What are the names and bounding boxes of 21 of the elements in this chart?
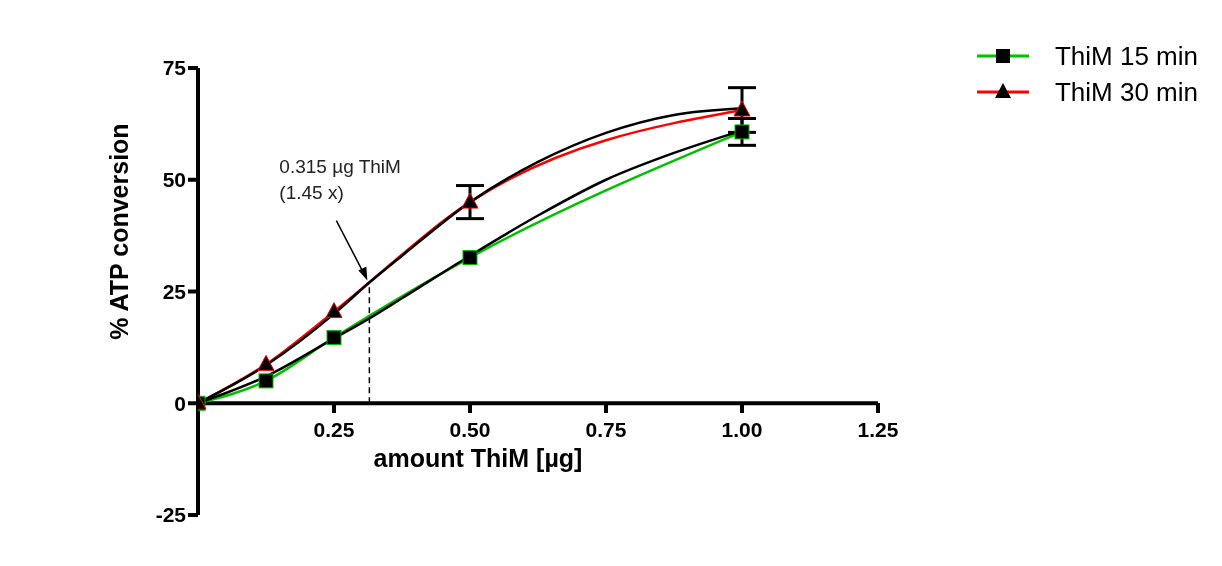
point xyxy=(462,250,478,266)
x-tick-label: 1.25 xyxy=(857,418,899,441)
y-tick-label: 0 xyxy=(174,391,186,415)
annotation: 0.315 µg ThiM (1.45 x) xyxy=(279,155,401,203)
x-tick-label: 0.50 xyxy=(449,418,491,441)
x-tick-label: 0.75 xyxy=(585,418,627,441)
y-tick-label: 50 xyxy=(162,168,186,192)
point xyxy=(734,124,750,140)
x-axis-title: amount ThiM [µg] xyxy=(373,444,583,472)
x-tick-label: 1.00 xyxy=(721,418,763,441)
legend-label: ThiM 15 min xyxy=(1054,40,1198,72)
x-tick-label: 0.25 xyxy=(313,418,355,441)
legend-label: ThiM 30 min xyxy=(1054,76,1198,108)
y-axis-title: % ATP conversion xyxy=(105,123,133,340)
y-tick-label: 75 xyxy=(162,56,187,80)
y-tick-label: -25 xyxy=(155,503,187,527)
y-tick-label: 25 xyxy=(162,279,187,303)
point xyxy=(258,373,274,389)
point xyxy=(461,192,479,209)
point xyxy=(326,330,342,346)
point xyxy=(325,302,343,319)
